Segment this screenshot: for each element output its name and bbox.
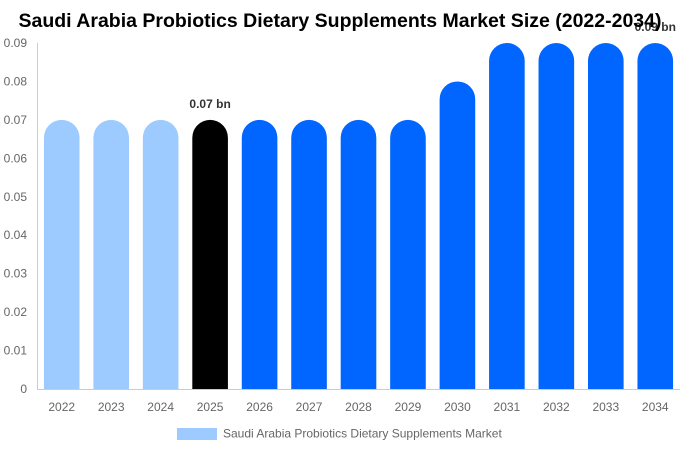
- legend: Saudi Arabia Probiotics Dietary Suppleme…: [177, 427, 502, 441]
- bar-2027: [291, 119, 327, 389]
- bar-2033: [588, 43, 624, 389]
- x-tick-label: 2034: [642, 400, 669, 414]
- data-labels: 0.07 bn 0.09 bn: [189, 20, 676, 111]
- bar-2032: [538, 43, 575, 389]
- bar-2026: [241, 119, 278, 389]
- x-tick-label: 2023: [98, 400, 125, 414]
- axes-layer: [37, 43, 680, 390]
- y-tick-label: 0.08: [4, 74, 28, 88]
- x-tick-label: 2022: [48, 400, 75, 414]
- data-label-2025: 0.07 bn: [189, 97, 230, 111]
- x-ticks: 2022 2023 2024 2025 2026 2027 2028 2029 2030 2031…: [48, 400, 669, 414]
- x-tick-label: 2030: [444, 400, 471, 414]
- legend-label: Saudi Arabia Probiotics Dietary Suppleme…: [223, 427, 502, 441]
- legend-swatch: [177, 428, 217, 440]
- x-tick-label: 2028: [345, 400, 372, 414]
- y-tick-label: 0.05: [4, 190, 28, 204]
- y-tick-label: 0.01: [4, 344, 28, 358]
- chart-title: Saudi Arabia Probiotics Dietary Suppleme…: [18, 10, 661, 32]
- bar-2028: [340, 119, 377, 389]
- y-tick-label: 0.07: [4, 113, 28, 127]
- x-tick-label: 2033: [592, 400, 619, 414]
- x-tick-label: 2025: [197, 400, 224, 414]
- bar-2031: [489, 42, 525, 389]
- x-tick-label: 2024: [147, 400, 174, 414]
- y-tick-label: 0: [20, 382, 27, 396]
- y-tick-label: 0.09: [4, 36, 28, 50]
- y-tick-label: 0.06: [4, 151, 28, 165]
- bar-2023: [93, 119, 129, 389]
- x-tick-label: 2031: [494, 400, 521, 414]
- y-tick-label: 0.02: [4, 305, 28, 319]
- y-ticks: 0 0.01 0.02 0.03 0.04 0.05 0.06 0.07 0.08 0.09: [4, 36, 28, 396]
- y-tick-label: 0.03: [4, 267, 28, 281]
- y-tick-label: 0.04: [4, 228, 28, 242]
- bar-2034: [637, 43, 674, 389]
- x-tick-label: 2026: [246, 400, 273, 414]
- bar-2024: [142, 119, 179, 389]
- x-tick-label: 2032: [543, 400, 570, 414]
- data-label-2034: 0.09 bn: [635, 20, 676, 34]
- bar-2025: [192, 119, 228, 389]
- bar-2022: [43, 119, 80, 389]
- x-tick-label: 2029: [395, 400, 422, 414]
- x-tick-label: 2027: [296, 400, 323, 414]
- bar-2030: [439, 81, 476, 389]
- bar-2029: [390, 119, 426, 389]
- bars-layer: [43, 42, 674, 389]
